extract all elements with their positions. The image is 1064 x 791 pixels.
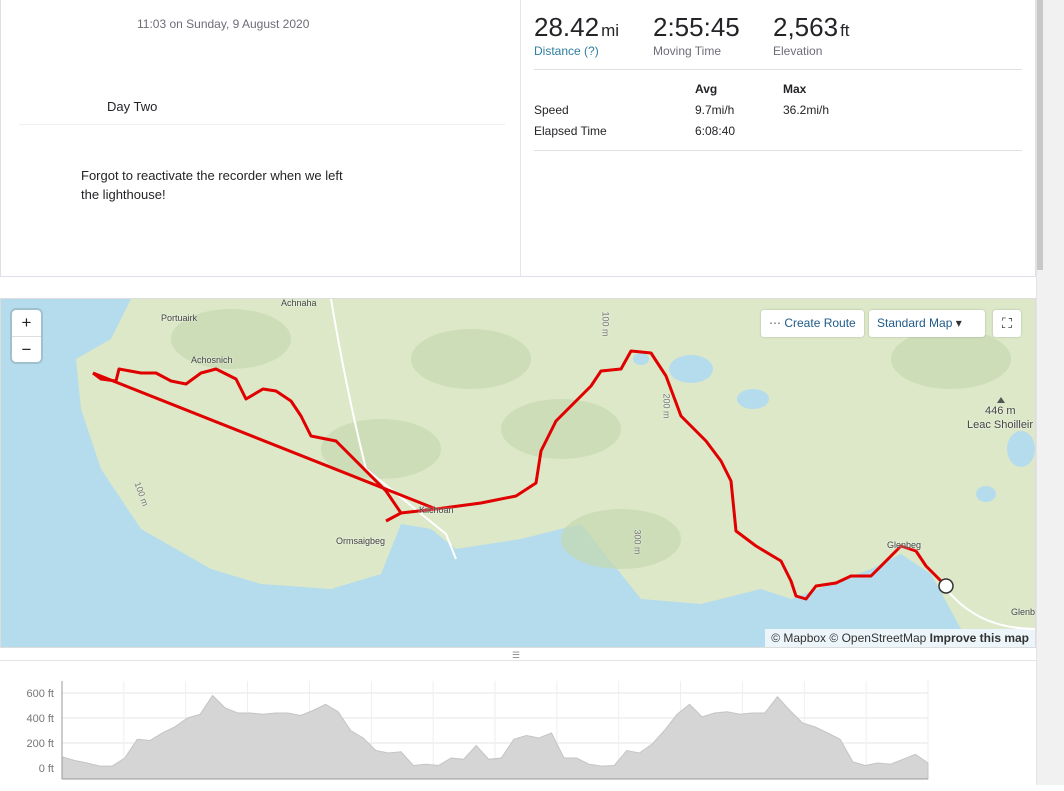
speed-label: Speed [534,103,569,117]
elevation-chart[interactable]: 600 ft 400 ft 200 ft 0 ft [0,661,1036,786]
create-route-label: Create Route [784,316,856,330]
map-label: Glenbeg [887,540,922,550]
y-tick-label: 0 ft [39,763,54,775]
terrain-shading [501,399,621,459]
divider [19,124,505,125]
activity-details: 11:03 on Sunday, 9 August 2020 Day Two F… [1,0,521,276]
map-canvas[interactable] [1,299,1036,648]
map-style-label: Standard Map [877,316,953,330]
divider [534,69,1022,70]
terrain-shading [171,309,291,369]
peak-elevation: 446 m [985,405,1016,417]
activity-date: 11:03 on Sunday, 9 August 2020 [137,17,310,31]
road [945,588,1035,630]
elapsed-time-avg: 6:08:40 [695,124,736,138]
y-tick-label: 200 ft [26,738,54,750]
loch [669,355,713,383]
create-route-button[interactable]: ⋯ Create Route [761,310,864,337]
stat-moving-time: 2:55:45 Moving Time [653,12,740,58]
finish-flag-icon [938,578,954,594]
speed-avg: 9.7mi/h [695,103,735,117]
y-tick-label: 600 ft [26,688,54,700]
fullscreen-button[interactable]: ⛶ [993,310,1021,337]
contour-label: 100 m [600,311,611,337]
scrollbar-thumb[interactable] [1037,0,1043,270]
loch [633,353,649,365]
stat-distance: 28.42 mi Distance (?) [534,12,619,58]
distance-help-link[interactable]: Distance (?) [534,44,599,58]
map-label: Achosnich [191,355,233,365]
route-line [92,367,403,523]
road [330,299,457,560]
stat-label: Moving Time [653,44,722,58]
terrain-shading [321,419,441,479]
scrollbar[interactable] [1036,0,1064,785]
terrain-shading [411,329,531,389]
activity-title: Day Two [107,99,158,114]
map-style-dropdown[interactable]: Standard Map ▾ [869,310,985,337]
map-label: Portuairk [161,313,198,323]
divider [534,150,1022,151]
mapbox-link[interactable]: © Mapbox [771,631,827,645]
zoom-in-button[interactable]: + [21,313,32,332]
map-label: Kilchoan [419,505,454,515]
stat-unit: mi [601,21,620,40]
route-gap-line [92,371,437,511]
peak-name: Leac Shoilleir [967,419,1034,431]
activity-summary: 11:03 on Sunday, 9 August 2020 Day Two F… [0,0,1036,277]
stat-elevation: 2,563 ft Elevation [773,12,850,58]
resize-handle[interactable]: ☰ [512,650,521,660]
loch [976,486,996,502]
avg-header: Avg [695,82,718,96]
elevation-profile[interactable]: 600 ft 400 ft 200 ft 0 ft [0,660,1036,785]
stat-unit: ft [840,21,850,40]
map-label: Glenbo [1011,607,1036,617]
map-label: Achnaha [281,298,317,308]
osm-link[interactable]: © OpenStreetMap [829,631,927,645]
elevation-area [61,694,929,780]
route-icon: ⋯ [769,316,785,330]
expand-icon: ⛶ [1002,315,1012,331]
terrain-shading [561,509,681,569]
sea [1,299,1035,647]
map-attribution: © Mapbox © OpenStreetMap Improve this ma… [765,629,1035,647]
improve-map-link[interactable]: Improve this map [929,631,1029,645]
map-label: Ormsaigbeg [336,536,386,546]
loch [737,389,769,409]
contour-label: 300 m [632,529,643,555]
max-header: Max [783,82,807,96]
stat-value: 2:55:45 [653,12,740,42]
elapsed-time-label: Elapsed Time [534,124,607,138]
loch [1007,431,1035,467]
stat-value: 28.42 [534,12,600,42]
speed-max: 36.2mi/h [783,103,830,117]
route-line [400,349,948,601]
zoom-controls: + − [12,310,41,362]
route-map[interactable]: Achnaha Portuairk Achosnich Kilchoan Orm… [0,298,1036,648]
y-tick-label: 400 ft [26,713,54,725]
peak-icon [997,397,1005,403]
activity-description: Forgot to reactivate the recorder when w… [81,168,343,202]
stat-label: Elevation [773,44,823,58]
contour-label: 200 m [661,393,672,419]
terrain-shading [891,329,1011,389]
caret-down-icon: ▾ [955,316,962,330]
zoom-out-button[interactable]: − [12,336,41,362]
stat-value: 2,563 [773,12,839,42]
